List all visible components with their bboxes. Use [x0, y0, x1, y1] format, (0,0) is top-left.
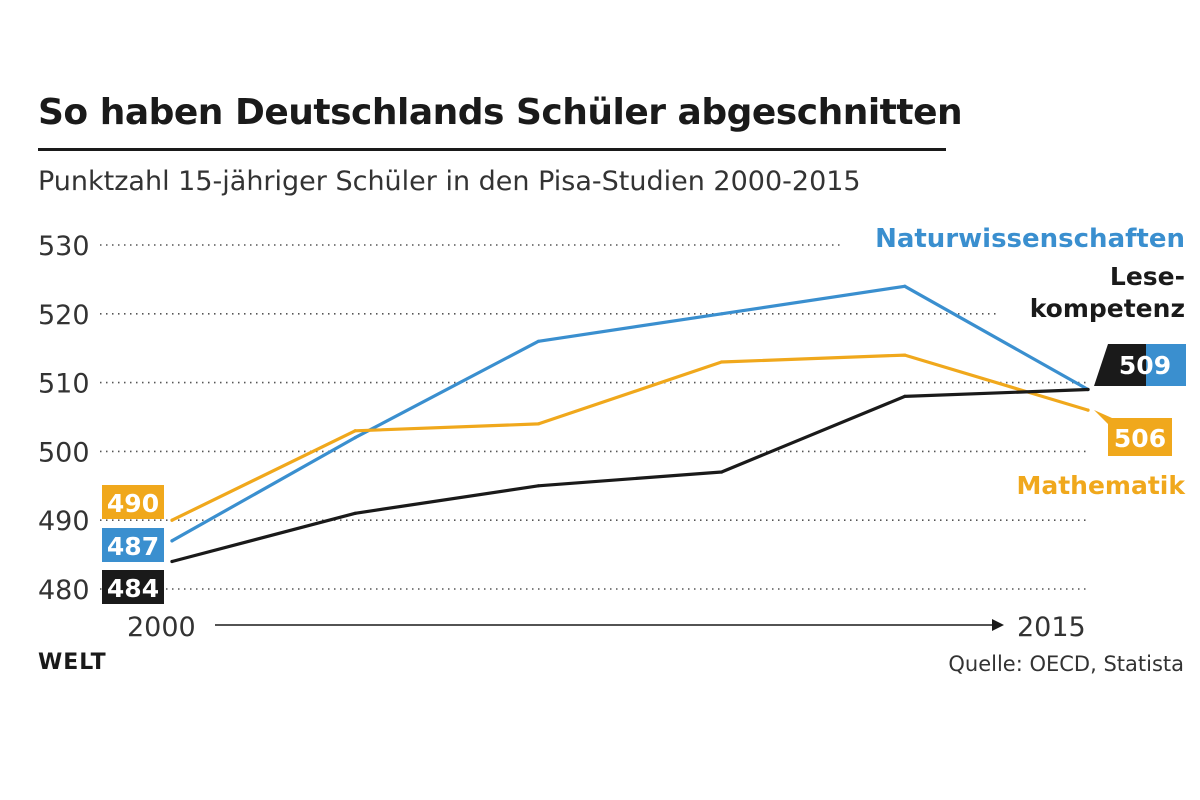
data-point-mathematik-2015	[1086, 408, 1090, 412]
start-label-box-naturwissenschaften	[102, 528, 164, 562]
data-point-lesekompetenz-2012	[903, 394, 907, 398]
data-point-naturwissenschaften-2003	[353, 436, 357, 440]
y-tick-label-520: 520	[38, 300, 90, 331]
data-point-mathematik-2012	[903, 353, 907, 357]
data-point-lesekompetenz-2006	[536, 484, 541, 488]
end-label-box-mathematik	[1094, 410, 1172, 456]
y-tick-label-500: 500	[38, 437, 90, 468]
start-label-naturwissenschaften: 487	[107, 532, 159, 561]
data-point-naturwissenschaften-2000	[170, 539, 174, 543]
series-line-lesekompetenz	[170, 387, 1090, 564]
y-tick-label-490: 490	[38, 506, 90, 537]
data-point-lesekompetenz-2015	[1086, 387, 1090, 392]
start-label-mathematik: 490	[107, 489, 159, 518]
data-point-mathematik-2000	[170, 518, 174, 522]
x-tick-label-start: 2000	[127, 612, 196, 643]
y-tick-label-480: 480	[38, 575, 90, 606]
data-point-lesekompetenz-2003	[353, 511, 357, 515]
data-point-lesekompetenz-2000	[170, 559, 174, 564]
title-underline	[38, 148, 946, 151]
start-label-box-lesekompetenz	[102, 570, 164, 604]
y-tick-label-530: 530	[38, 231, 90, 262]
end-label-lesekompetenz: 509	[1119, 351, 1171, 380]
x-tick-label-end: 2015	[1017, 612, 1086, 643]
series-name-mathematik: Mathematik	[1016, 471, 1186, 500]
source-note: Quelle: OECD, Statista	[948, 652, 1184, 676]
chart-title: So haben Deutschlands Schüler abgeschnit…	[38, 92, 963, 133]
series-name-lesekompetenz-line1: Lese-	[1110, 262, 1185, 291]
series-line-naturwissenschaften	[170, 284, 1090, 543]
y-tick-label-510: 510	[38, 369, 90, 400]
start-label-box-mathematik	[102, 485, 164, 519]
data-point-naturwissenschaften-2009	[720, 312, 724, 316]
series-name-naturwissenschaften: Naturwissenschaften	[875, 224, 1185, 254]
chart-subtitle: Punktzahl 15-jähriger Schüler in den Pis…	[38, 166, 861, 197]
end-label-mathematik: 506	[1114, 424, 1166, 453]
start-label-lesekompetenz: 484	[107, 574, 159, 603]
series-line-mathematik	[170, 353, 1090, 522]
x-axis-arrow-head	[992, 619, 1004, 631]
data-point-naturwissenschaften-2006	[536, 339, 541, 343]
welt-logo: WELT	[38, 650, 107, 675]
data-point-mathematik-2003	[353, 429, 357, 433]
series-name-lesekompetenz-line2: kompetenz	[1030, 294, 1185, 323]
data-point-lesekompetenz-2009	[720, 470, 724, 474]
data-point-mathematik-2006	[536, 422, 541, 426]
end-label-box-naturwissenschaften	[1146, 344, 1186, 386]
data-point-naturwissenschaften-2012	[903, 284, 907, 288]
data-point-mathematik-2009	[720, 360, 724, 364]
